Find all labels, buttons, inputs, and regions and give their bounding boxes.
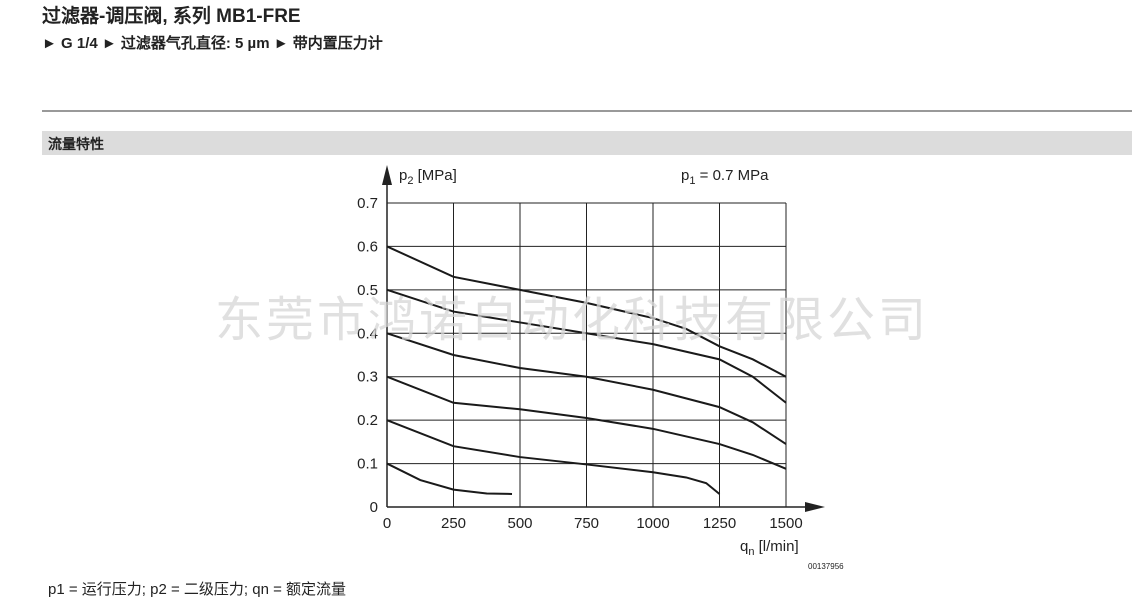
y-axis-arrow	[382, 165, 392, 185]
annotation-part: = 0.7 MPa	[695, 167, 769, 184]
x-tick-label: 750	[574, 515, 599, 532]
x-tick-label: 1250	[703, 515, 736, 532]
section-title: 流量特性	[48, 136, 104, 152]
curve	[386, 462, 513, 495]
x-tick-label: 250	[441, 515, 466, 532]
title: 过滤器-调压阀, 系列 MB1-FRE	[42, 4, 301, 27]
chart: 0 0.1 0.2 0.3 0.4 0.5 0.6 0.7 0 250 500 750 1000 1250…	[357, 165, 825, 558]
y-axis-label-part: p	[399, 167, 407, 184]
x-axis-arrow	[805, 502, 825, 512]
y-tick-label: 0.5	[357, 282, 378, 299]
footnote: p1 = 运行压力; p2 = 二级压力; qn = 额定流量	[48, 581, 346, 598]
annotation-part: p	[681, 167, 689, 184]
annotation-part: 1	[689, 175, 695, 187]
y-tick-label: 0.3	[357, 369, 378, 386]
section-band	[42, 131, 1132, 155]
x-tick-label: 500	[507, 515, 532, 532]
figure-id: 00137956	[808, 562, 844, 571]
curve	[386, 332, 787, 445]
y-tick-label: 0.4	[357, 325, 378, 342]
subtitle: ► G 1/4 ► 过滤器气孔直径: 5 µm ► 带内置压力计	[42, 34, 383, 52]
x-axis-label: qn [l/min]	[740, 538, 799, 558]
annotation: p1 = 0.7 MPa	[681, 167, 769, 187]
y-tick-label: 0.2	[357, 412, 378, 429]
y-tick-label: 0.6	[357, 238, 378, 255]
y-axis-label: p2 [MPa]	[399, 167, 457, 187]
curve	[386, 375, 787, 470]
y-axis-label-part: 2	[407, 175, 413, 187]
curve	[386, 245, 787, 378]
x-axis-label-part: n	[748, 546, 754, 558]
y-tick-label: 0	[370, 499, 378, 516]
y-axis-label-part: [MPa]	[413, 167, 456, 184]
x-tick-label: 1500	[769, 515, 802, 532]
x-tick-label: 1000	[636, 515, 669, 532]
x-axis-label-part: q	[740, 538, 748, 555]
curve	[386, 419, 721, 495]
x-axis-label-part: [l/min]	[754, 538, 798, 555]
y-tick-label: 0.7	[357, 195, 378, 212]
watermark: 东莞市鸿诺自动化科技有限公司	[215, 294, 929, 347]
x-tick-label: 0	[383, 515, 391, 532]
curve	[386, 288, 787, 404]
y-tick-label: 0.1	[357, 456, 378, 473]
